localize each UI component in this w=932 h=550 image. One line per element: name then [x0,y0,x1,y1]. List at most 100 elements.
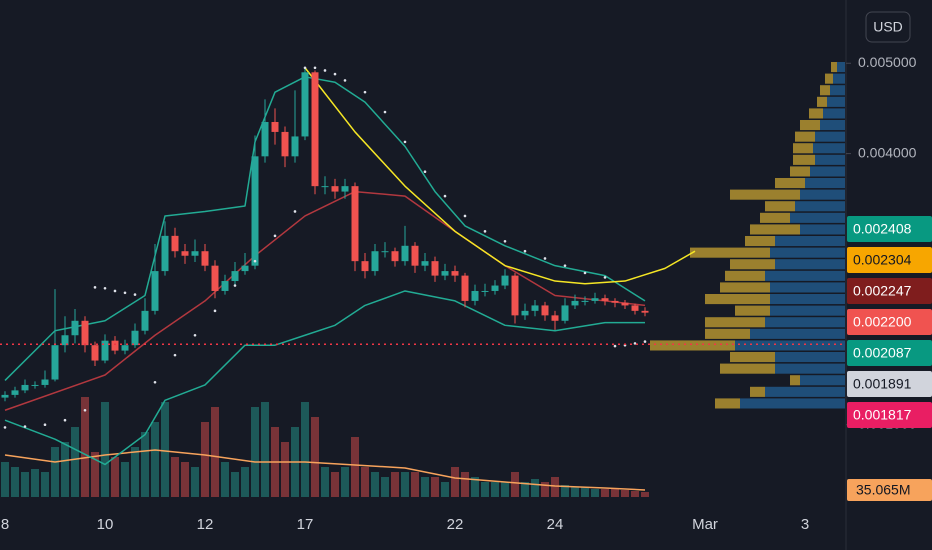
sar-dot [583,271,587,275]
volume-bar [201,422,209,497]
volume-ma-line [4,449,646,491]
profile-up [790,212,845,223]
candle-body [601,298,609,301]
sar-dot [523,249,527,253]
volume-bar [281,442,289,497]
sar-dot [633,342,637,345]
volume-bar [261,402,269,497]
candle-body [631,305,639,311]
profile-up [827,96,845,107]
candle-body [571,300,579,306]
sar-dot [3,426,7,429]
profile-up [813,143,845,154]
x-tick-label: 24 [547,516,564,533]
profile-down [650,340,735,351]
profile-up [823,108,845,119]
candle-body [591,298,599,301]
profile-up [775,363,845,374]
candle-body [361,261,369,272]
profile-down [790,375,800,386]
profile-up [805,178,845,189]
candle-body [621,302,629,306]
profile-up [775,352,845,363]
volume-bar [241,467,249,497]
volume-bar [521,482,529,497]
profile-up [740,398,845,409]
profile-down [720,363,775,374]
profile-down [825,73,833,84]
volume-bar [221,462,229,497]
candle-body [271,121,279,132]
profile-up [815,154,845,165]
volume-bar [401,472,409,497]
sar-dot [103,286,107,290]
profile-down [715,398,740,409]
price-tag [847,247,932,274]
profile-down [725,270,765,281]
volume-bar [561,485,569,497]
sar-dot [83,408,87,412]
candle-body [641,310,649,313]
profile-down [705,328,750,339]
profile-up [800,224,845,235]
profile-down [809,108,823,119]
x-tick-label: 22 [447,516,464,533]
sar-dot [133,293,137,296]
profile-up [795,201,845,212]
sar-dot [563,264,567,267]
profile-down [705,294,770,305]
profile-down [775,178,805,189]
volume-bar [511,472,519,497]
candle-body [371,251,379,272]
sar-dot [503,239,507,243]
price-tag-label: 0.002247 [853,283,912,299]
candle-body [321,186,329,188]
indicator-line [4,290,645,466]
volume-bar [151,422,159,497]
profile-down [730,352,775,363]
volume-bar [121,462,129,497]
sar-dot [233,284,237,287]
candle-body [241,265,249,272]
profile-up [820,120,845,131]
profile-up [775,236,845,247]
profile-up [750,328,845,339]
volume-bar [501,482,509,497]
candle-body [311,72,319,187]
sar-dot [463,214,467,218]
price-tag-label: 0.002087 [853,345,912,361]
profile-up [833,73,845,84]
sar-dot [113,289,117,293]
profile-up [800,189,845,200]
volume-bar [411,472,419,497]
candle-body [111,340,119,351]
price-tag [847,402,932,429]
profile-up [770,305,845,316]
candle-body [521,310,529,316]
profile-up [800,375,845,386]
profile-up [770,282,845,293]
currency-label[interactable]: USD [873,19,903,35]
candle-body [21,384,29,391]
profile-up [765,317,845,328]
currency-button[interactable] [865,11,911,43]
profile-down [817,96,827,107]
sar-dot [443,194,447,198]
profile-up [815,131,845,142]
volume-bar [361,467,369,497]
price-tag-label: 0.001891 [853,376,912,392]
price-tag [847,216,932,243]
volume-bar [381,477,389,497]
volume-bar [91,452,99,497]
profile-up [837,62,845,73]
sar-dot [403,140,407,144]
candle-body [491,285,499,291]
sar-dot [363,90,367,94]
sar-dot [63,418,67,422]
sar-dot [93,286,97,289]
x-tick-label: 12 [197,516,214,533]
profile-up [775,259,845,270]
sar-dot [123,291,127,295]
profile-down [750,224,800,235]
volume-bar [551,477,559,497]
